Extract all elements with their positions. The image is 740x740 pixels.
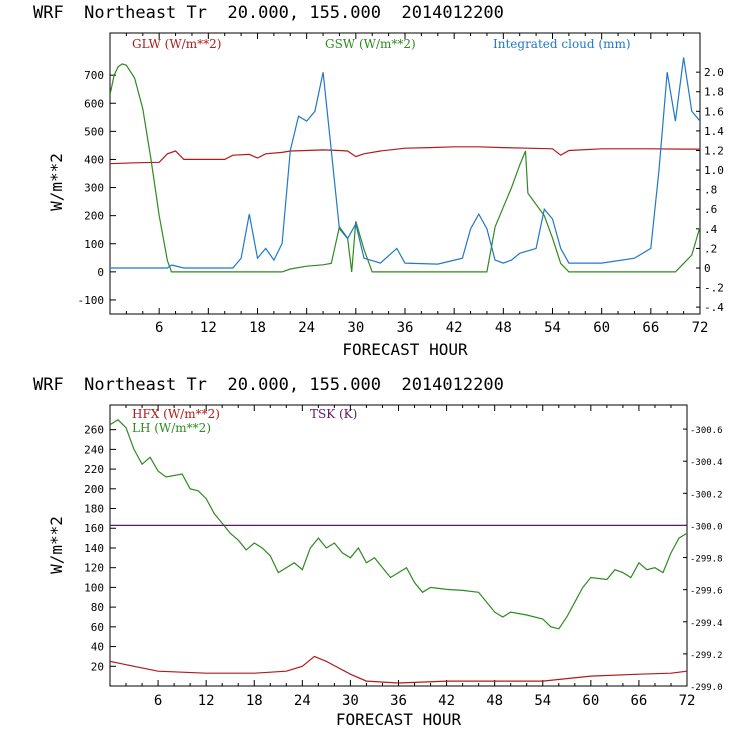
right-tick-label: .2 <box>704 242 717 255</box>
x-tick-label: 36 <box>397 320 414 336</box>
x-tick-label: 18 <box>246 693 263 709</box>
y-tick-label: 220 <box>84 463 104 476</box>
right-tick-label: 1.4 <box>704 125 724 138</box>
y-tick-label: 0 <box>97 266 104 279</box>
x-tick-label: 36 <box>390 693 407 709</box>
series-line-2 <box>110 57 700 269</box>
right-tick-label: .6 <box>704 203 717 216</box>
y-tick-label: 100 <box>84 581 104 594</box>
y-tick-label: 260 <box>84 424 104 437</box>
y-tick-label: 100 <box>84 238 104 251</box>
series-line-0 <box>110 146 700 165</box>
right-tick-label: -299.4 <box>690 619 723 629</box>
x-tick-label: 54 <box>544 320 561 336</box>
right-tick-label: -300.6 <box>690 426 723 436</box>
x-tick-label: 66 <box>630 693 647 709</box>
right-tick-label: -299.6 <box>690 587 723 597</box>
legend-label: TSK (K) <box>310 407 357 421</box>
y-tick-label: 60 <box>91 621 104 634</box>
x-axis-label: FORECAST HOUR <box>336 710 462 729</box>
x-tick-label: 42 <box>438 693 455 709</box>
x-tick-label: 60 <box>582 693 599 709</box>
series-line-0 <box>110 655 687 684</box>
right-tick-label: 1.8 <box>704 86 724 99</box>
x-tick-label: 54 <box>534 693 551 709</box>
x-tick-label: 72 <box>679 693 696 709</box>
right-tick-label: -299.8 <box>690 555 723 565</box>
y-tick-label: 400 <box>84 153 104 166</box>
x-axis-label: FORECAST HOUR <box>342 340 468 359</box>
right-tick-label: 1.0 <box>704 164 724 177</box>
x-tick-label: 18 <box>249 320 266 336</box>
right-tick-label: 0 <box>704 262 711 275</box>
chart-title: WRF Northeast Tr 20.000, 155.000 2014012… <box>33 375 504 395</box>
y-tick-label: 180 <box>84 503 104 516</box>
right-tick-label: -.4 <box>704 301 724 314</box>
x-tick-label: 66 <box>642 320 659 336</box>
right-tick-label: -.2 <box>704 282 724 295</box>
x-tick-label: 72 <box>692 320 709 336</box>
y-tick-label: 240 <box>84 443 104 456</box>
y-tick-label: 300 <box>84 182 104 195</box>
right-tick-label: 1.2 <box>704 144 724 157</box>
y-tick-label: 80 <box>91 601 104 614</box>
right-tick-label: -299.0 <box>690 683 723 693</box>
x-tick-label: 24 <box>298 320 315 336</box>
y-tick-label: 140 <box>84 542 104 555</box>
legend-label: HFX (W/m**2) <box>132 407 220 421</box>
y-tick-label: 600 <box>84 97 104 110</box>
x-tick-label: 60 <box>593 320 610 336</box>
legend-label: GSW (W/m**2) <box>325 37 416 51</box>
legend-label: LH (W/m**2) <box>132 421 211 435</box>
y-tick-label: 120 <box>84 562 104 575</box>
legend-label: Integrated cloud (mm) <box>493 37 631 51</box>
y-tick-label: 40 <box>91 641 104 654</box>
right-tick-label: 1.6 <box>704 105 724 118</box>
x-tick-label: 24 <box>294 693 311 709</box>
legend-label: GLW (W/m**2) <box>132 37 221 51</box>
plot-frame <box>109 404 688 687</box>
x-tick-label: 12 <box>200 320 217 336</box>
y-tick-label: 200 <box>84 483 104 496</box>
x-tick-label: 48 <box>495 320 512 336</box>
series-line-1 <box>110 63 700 273</box>
x-tick-label: 6 <box>155 320 163 336</box>
y-axis-label: W/m**2 <box>47 153 66 211</box>
right-tick-label: -300.0 <box>690 522 723 532</box>
x-tick-label: 30 <box>342 693 359 709</box>
y-tick-label: 700 <box>84 69 104 82</box>
right-tick-label: 2.0 <box>704 66 724 79</box>
right-tick-label: -299.2 <box>690 651 723 661</box>
y-axis-label: W/m**2 <box>47 516 66 574</box>
y-tick-label: 500 <box>84 125 104 138</box>
y-tick-label: 200 <box>84 210 104 223</box>
right-tick-label: -300.2 <box>690 490 723 500</box>
x-tick-label: 42 <box>446 320 463 336</box>
x-tick-label: 30 <box>347 320 364 336</box>
right-tick-label: .8 <box>704 184 717 197</box>
y-tick-label: 160 <box>84 522 104 535</box>
chart-title: WRF Northeast Tr 20.000, 155.000 2014012… <box>33 3 504 23</box>
y-tick-label: 20 <box>91 660 104 673</box>
x-tick-label: 48 <box>486 693 503 709</box>
right-tick-label: .4 <box>704 223 718 236</box>
x-tick-label: 12 <box>198 693 215 709</box>
series-line-1 <box>110 419 687 630</box>
x-tick-label: 6 <box>154 693 162 709</box>
y-tick-label: -100 <box>78 294 105 307</box>
right-tick-label: -300.4 <box>690 458 723 468</box>
